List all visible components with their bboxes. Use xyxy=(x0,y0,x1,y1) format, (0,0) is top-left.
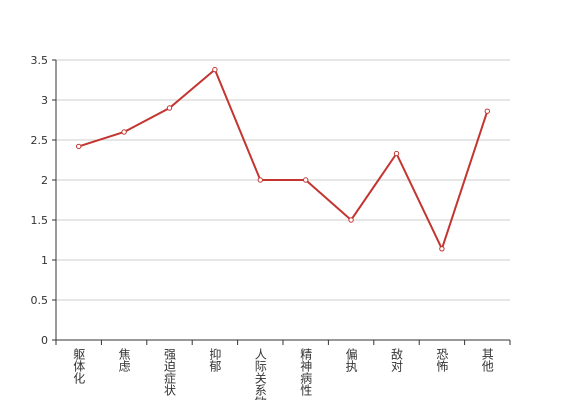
y-tick-label: 1 xyxy=(41,254,48,267)
point xyxy=(439,246,445,252)
x-tick-label: 敌对 xyxy=(390,347,404,372)
x-tick-label: 其他 xyxy=(480,348,494,372)
x-tick-label: 精神病性 xyxy=(299,348,313,397)
point xyxy=(393,150,400,157)
point xyxy=(166,105,173,111)
point xyxy=(303,177,309,183)
y-tick-label: 0.5 xyxy=(31,294,49,307)
point xyxy=(348,217,354,223)
y-tick-label: 2 xyxy=(41,174,48,187)
y-tick-label: 2.5 xyxy=(31,134,49,147)
x-tick-label: 偏执 xyxy=(344,347,358,373)
point xyxy=(121,129,127,135)
x-tick-label: 焦虑 xyxy=(117,348,131,372)
x-tick-label: 强迫症状 xyxy=(163,348,177,396)
y-tick-label: 0 xyxy=(41,334,48,347)
point xyxy=(212,66,218,73)
x-tick-label: 抑郁 xyxy=(208,347,222,373)
line xyxy=(78,67,489,252)
point xyxy=(76,143,82,150)
y-tick-label: 1.5 xyxy=(31,214,49,227)
y-tick-label: 3 xyxy=(41,94,48,107)
x-tick-label: 人际关系敏感 xyxy=(253,348,267,400)
point xyxy=(484,108,490,114)
x-tick-label: 恐怖 xyxy=(435,348,449,372)
point xyxy=(257,177,263,183)
x-tick-label: 躯体化 xyxy=(72,347,86,385)
y-tick-label: 3.5 xyxy=(31,54,49,67)
